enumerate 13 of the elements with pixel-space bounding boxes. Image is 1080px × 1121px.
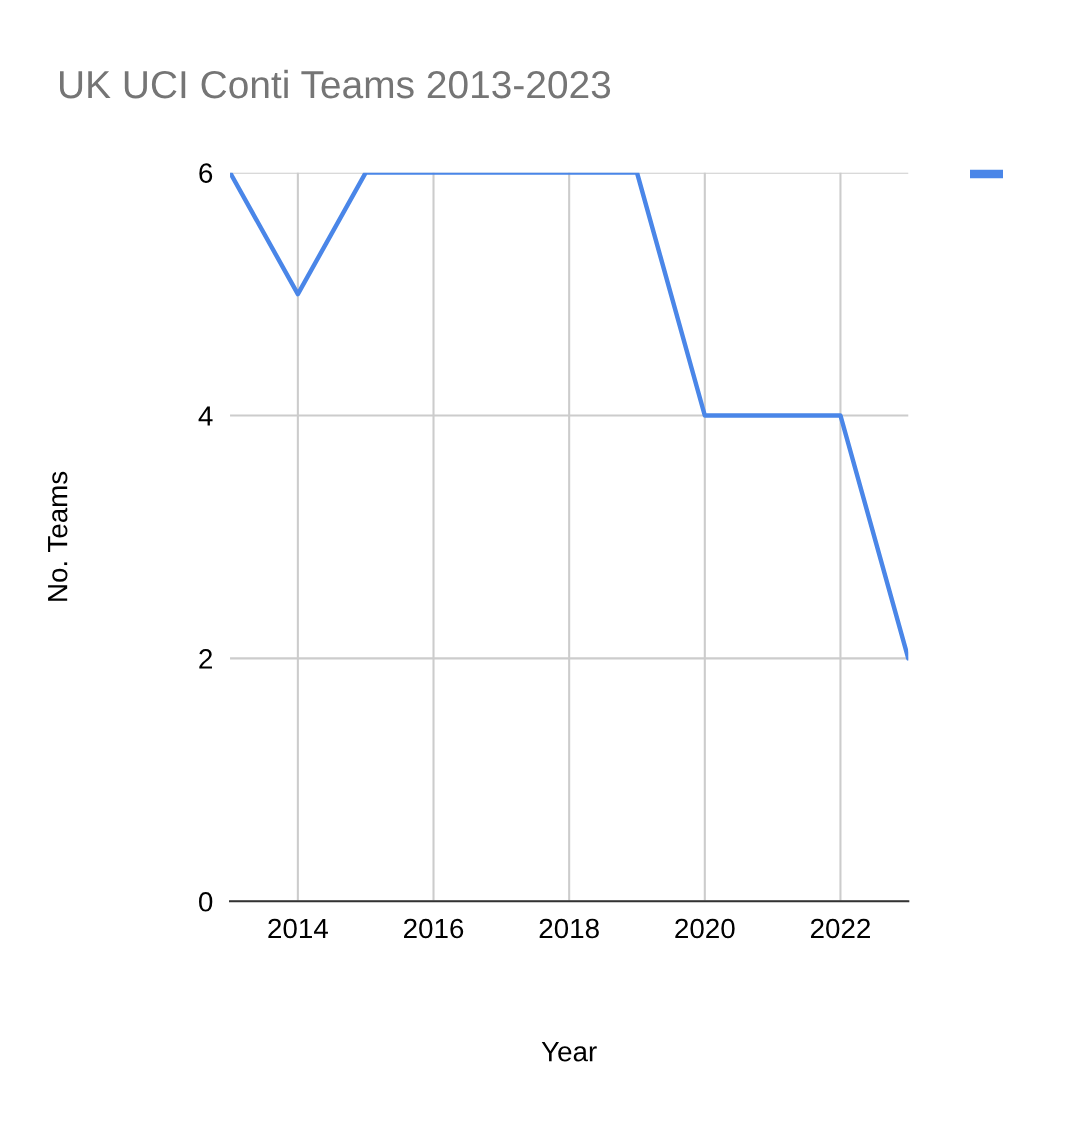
x-tick-label: 2020: [675, 918, 735, 939]
y-tick-label: 4: [198, 406, 213, 426]
y-axis-title: No. Teams: [48, 471, 68, 601]
x-axis-title: Year: [541, 1042, 597, 1062]
x-tick-label: 2022: [810, 918, 870, 939]
x-tick-label: 2018: [539, 918, 599, 939]
y-tick-label: 0: [199, 891, 213, 912]
y-tick-label: 2: [199, 649, 212, 669]
chart-title: UK UCI Conti Teams 2013-2023: [60, 69, 611, 99]
y-tick-label: 6: [199, 163, 213, 183]
x-tick-label: 2016: [404, 918, 464, 939]
x-tick-label: 2014: [268, 918, 328, 939]
line-series: [230, 172, 909, 661]
